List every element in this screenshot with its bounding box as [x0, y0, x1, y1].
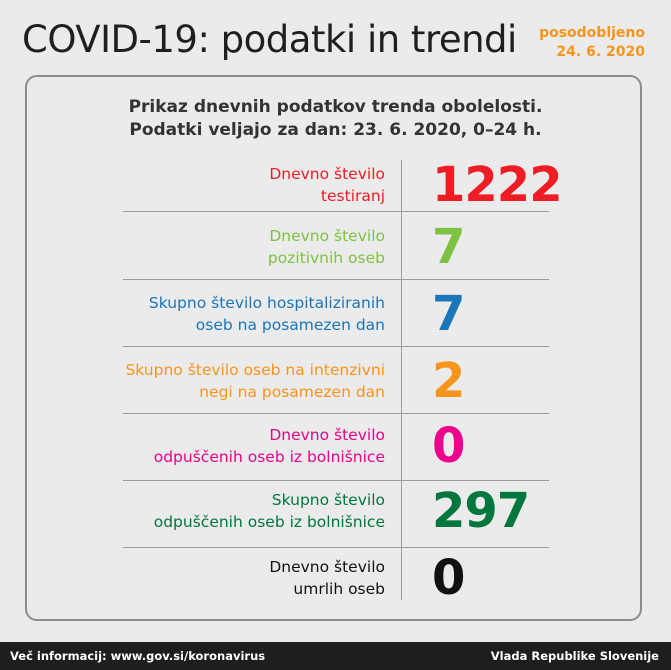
row-label-line-2: negi na posamezen dan [199, 383, 385, 401]
row-label: Dnevno število pozitivnih oseb [268, 214, 385, 280]
row-label: Skupno število odpuščenih oseb iz bolniš… [154, 478, 385, 544]
row-label-line-2: odpuščenih oseb iz bolnišnice [153, 448, 385, 466]
subtitle-line-2: Podatki veljajo za dan: 23. 6. 2020, 0–2… [129, 120, 542, 140]
row-label-line-1: Dnevno število [269, 558, 385, 576]
subtitle-line-1: Prikaz dnevnih podatkov trenda obolelost… [128, 97, 543, 117]
row-label-line-2: oseb na posamezen dan [195, 316, 385, 334]
row-daily-positive: Dnevno število pozitivnih oseb 7 [0, 214, 671, 280]
panel-subtitle: Prikaz dnevnih podatkov trenda obolelost… [0, 96, 671, 142]
updated-label: posodobljeno [539, 25, 645, 41]
row-label-line-1: Dnevno število [269, 165, 385, 183]
updated-value: 24. 6. 2020 [556, 44, 645, 60]
row-value: 2 [432, 353, 465, 409]
row-value: 7 [432, 286, 465, 342]
row-label-line-1: Skupno število [271, 491, 385, 509]
row-label-line-1: Skupno število oseb na intenzivni [125, 361, 385, 379]
updated-date: posodobljeno 24. 6. 2020 [505, 24, 645, 62]
row-intensive-care: Skupno število oseb na intenzivni negi n… [0, 348, 671, 414]
footer-organization: Vlada Republike Slovenije [490, 649, 659, 663]
row-separator [123, 547, 549, 548]
row-total-discharged: Skupno število odpuščenih oseb iz bolniš… [0, 478, 671, 544]
row-label-line-1: Dnevno število [269, 227, 385, 245]
row-daily-deaths: Dnevno število umrlih oseb 0 [0, 545, 671, 611]
row-hospitalized: Skupno število hospitaliziranih oseb na … [0, 281, 671, 347]
row-value: 0 [432, 418, 465, 474]
row-label: Skupno število hospitaliziranih oseb na … [149, 281, 385, 347]
page-title: COVID-19: podatki in trendi [22, 18, 517, 61]
row-daily-discharged: Dnevno število odpuščenih oseb iz bolniš… [0, 413, 671, 479]
row-separator [123, 279, 549, 280]
row-label: Skupno število oseb na intenzivni negi n… [125, 348, 385, 414]
row-value: 1222 [432, 157, 563, 213]
row-value: 0 [432, 550, 465, 606]
row-value: 297 [432, 483, 530, 539]
row-label-line-1: Skupno število hospitaliziranih [148, 294, 385, 312]
column-divider [401, 160, 402, 600]
row-separator [123, 480, 549, 481]
row-label-line-2: umrlih oseb [293, 580, 385, 598]
row-label-line-1: Dnevno število [269, 426, 385, 444]
row-separator [123, 413, 549, 414]
row-separator [123, 211, 549, 212]
row-label: Dnevno število odpuščenih oseb iz bolniš… [154, 413, 385, 479]
row-daily-tests: Dnevno število testiranj 1222 [0, 152, 671, 218]
row-label: Dnevno število umrlih oseb [269, 545, 385, 611]
footer-bar: Več informacij: www.gov.si/koronavirus V… [0, 642, 671, 670]
row-separator [123, 346, 549, 347]
data-panel [25, 75, 642, 621]
row-label-line-2: testiranj [320, 187, 385, 205]
row-label-line-2: odpuščenih oseb iz bolnišnice [153, 513, 385, 531]
footer-more-info: Več informacij: www.gov.si/koronavirus [10, 649, 266, 663]
row-value: 7 [432, 219, 465, 275]
row-label-line-2: pozitivnih oseb [267, 249, 385, 267]
row-label: Dnevno število testiranj [269, 152, 385, 218]
